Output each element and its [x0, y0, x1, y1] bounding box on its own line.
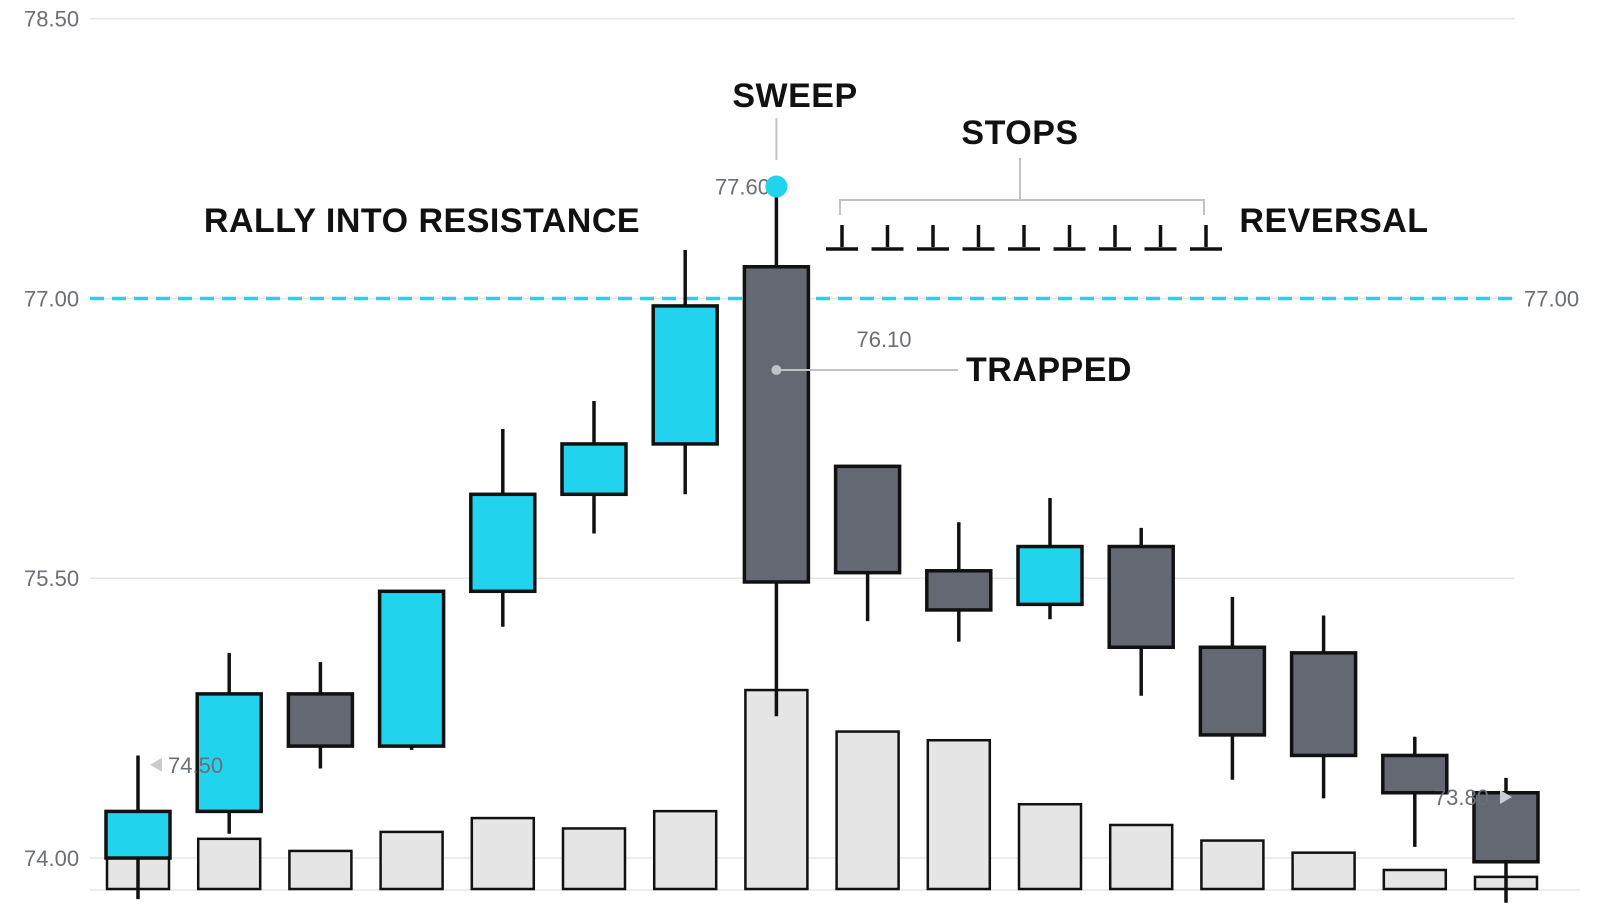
volume-bar: [652, 809, 718, 891]
reversal-label: REVERSAL: [1239, 202, 1428, 240]
volume-bar: [379, 830, 444, 891]
volume-bar: [744, 688, 809, 891]
candle-body: [1107, 544, 1175, 650]
stops-label: STOPS: [961, 114, 1078, 152]
candle-body: [377, 589, 446, 748]
candle-body: [1289, 651, 1358, 758]
candle-body: [651, 304, 719, 446]
end-low-arrow: [1500, 790, 1512, 804]
candle-body: [742, 264, 811, 584]
candle-body: [1472, 791, 1540, 864]
y-tick-label: 74.00: [24, 846, 79, 871]
stops-bracket: [839, 199, 1205, 215]
volume-bar: [1108, 823, 1174, 891]
volume-bar: [561, 827, 627, 891]
trapped-level-value-label: 76.10: [856, 327, 911, 352]
volume-bar: [1200, 839, 1265, 891]
volume-bar: [196, 837, 262, 891]
volume-bar: [1017, 802, 1083, 891]
start-low-value-label: 74.50: [168, 753, 223, 778]
volume-bar: [288, 849, 353, 891]
sweep-high-value-label: 77.60: [715, 175, 770, 200]
candle-body: [469, 492, 537, 594]
candle-body: [1381, 753, 1449, 795]
grid-lines: [90, 17, 1580, 891]
y-tick-label: 75.50: [24, 566, 79, 591]
volume-bar: [835, 730, 900, 891]
start-low-arrow: [150, 757, 162, 772]
resistance-value-label: 77.00: [1524, 286, 1579, 311]
y-axis-ticks: 74.00 75.50 77.00 78.50: [24, 7, 79, 871]
candle-body: [925, 569, 993, 612]
volume-bar: [926, 738, 992, 891]
candlesticks: [104, 186, 1540, 903]
volume-bar: [1291, 851, 1356, 891]
candle-body: [104, 809, 172, 860]
rally-label: RALLY INTO RESISTANCE: [204, 202, 640, 240]
end-low-value-label: 73.80: [1434, 785, 1489, 810]
y-tick-label: 77.00: [24, 286, 79, 311]
trapped-leader-dot: [771, 365, 782, 375]
trapped-label: TRAPPED: [966, 351, 1132, 389]
candle-body: [560, 442, 628, 497]
volume-bar: [1382, 868, 1448, 891]
volume-bars: [105, 688, 1539, 891]
candle-body: [286, 692, 355, 748]
candle-body: [1198, 645, 1267, 737]
candle-body: [833, 464, 902, 575]
y-tick-label: 78.50: [24, 7, 79, 32]
volume-bar: [470, 816, 536, 891]
candle-body: [1016, 544, 1084, 607]
candle-body: [195, 692, 263, 814]
annotations: RALLY INTO RESISTANCE SWEEP STOPS REVERS…: [150, 77, 1579, 810]
sweep-label: SWEEP: [732, 77, 857, 115]
sweep-high-marker: [765, 175, 788, 198]
